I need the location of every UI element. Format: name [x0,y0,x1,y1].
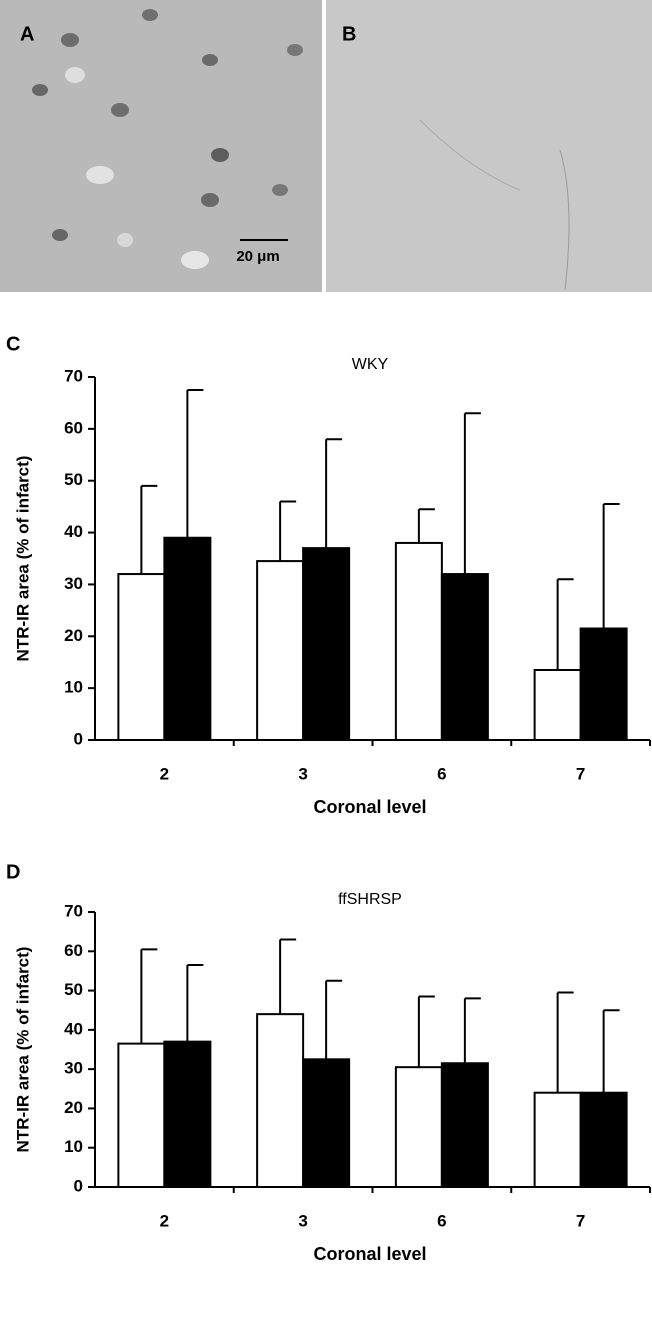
scale-bar-label: 20 μm [236,248,279,265]
x-tick-label: 2 [160,764,169,783]
y-tick-label: 20 [64,626,83,645]
y-axis-label: NTR-IR area (% of infarct) [13,456,32,662]
bar [117,573,166,741]
panel-label: A [20,23,34,45]
x-tick-label: 3 [298,764,307,783]
y-tick-label: 50 [64,470,83,489]
bar [440,1062,489,1188]
bar [256,1013,305,1189]
y-tick-label: 30 [64,574,83,593]
bar [579,1091,628,1188]
x-tick-label: 6 [437,1211,446,1230]
x-tick-label: 7 [576,1211,585,1230]
y-tick-label: 70 [64,366,83,385]
bar [163,1040,212,1188]
panel-label: B [342,23,356,45]
chart-title: ffSHRSP [338,891,402,908]
y-tick-label: 20 [64,1098,83,1117]
y-tick-label: 70 [64,901,83,920]
y-axis-label: NTR-IR area (% of infarct) [13,947,32,1153]
bar [533,668,582,741]
panel-label: D [6,861,20,883]
x-tick-label: 7 [576,764,585,783]
x-tick-label: 6 [437,764,446,783]
x-tick-label: 2 [160,1211,169,1230]
x-axis-label: Coronal level [313,1244,426,1264]
bar [117,1042,166,1189]
bar [394,541,443,742]
bar [256,560,305,741]
micrograph-a: A 20 μm [0,0,322,292]
bar [163,536,212,741]
y-tick-label: 60 [64,418,83,437]
y-tick-label: 60 [64,941,83,960]
y-tick-label: 10 [64,1137,83,1156]
chart-title: WKY [352,356,389,373]
bar [440,573,489,741]
micrograph-b: B [326,0,652,292]
y-tick-label: 0 [74,1176,83,1195]
y-tick-label: 50 [64,980,83,999]
y-tick-label: 40 [64,1019,83,1038]
bar [579,627,628,741]
y-tick-label: 40 [64,522,83,541]
panel-label: C [6,333,20,355]
y-tick-label: 10 [64,678,83,697]
bar [394,1066,443,1189]
bar [533,1091,582,1188]
x-tick-label: 3 [298,1211,307,1230]
x-axis-label: Coronal level [313,797,426,817]
bar [302,1058,351,1188]
bar [302,547,351,742]
y-tick-label: 30 [64,1059,83,1078]
y-tick-label: 0 [74,729,83,748]
